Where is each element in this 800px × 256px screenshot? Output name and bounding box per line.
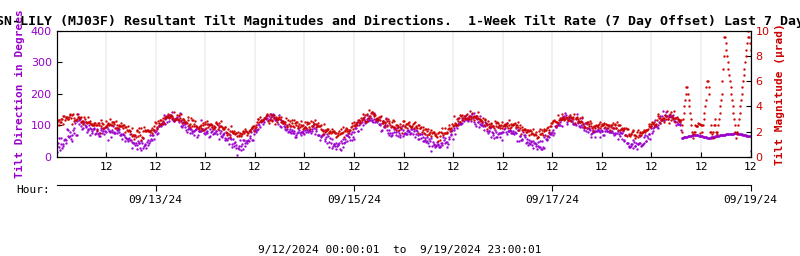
Text: 9/12/2024 00:00:01  to  9/19/2024 23:00:01: 9/12/2024 00:00:01 to 9/19/2024 23:00:01	[258, 246, 542, 255]
Y-axis label: Tilt Magnitude (μrad): Tilt Magnitude (μrad)	[775, 23, 785, 165]
Title: RSN-LILY (MJ03F) Resultant Tilt Magnitudes and Directions.  1-Week Tilt Rate (7 : RSN-LILY (MJ03F) Resultant Tilt Magnitud…	[0, 15, 800, 28]
Text: Hour:: Hour:	[16, 185, 50, 195]
Y-axis label: Tilt Direction in Degrees: Tilt Direction in Degrees	[15, 9, 25, 178]
